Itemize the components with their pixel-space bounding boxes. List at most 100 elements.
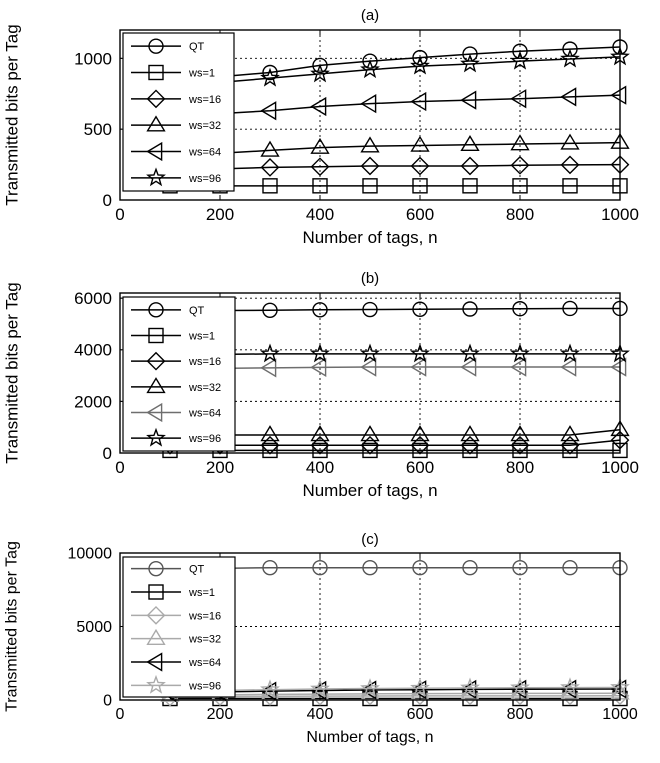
legend-label-ws=64: ws=64 [188, 147, 221, 159]
data-point-ws=96 [460, 53, 480, 73]
series-line-ws=96 [169, 353, 620, 356]
data-point-ws=64 [360, 357, 377, 377]
data-point-ws=32 [260, 140, 280, 157]
data-point-QT [262, 64, 278, 81]
data-point-ws=64 [310, 357, 327, 377]
data-point-ws=96 [410, 55, 430, 75]
x-axis-label: Number of tags, n [306, 729, 433, 746]
data-point-ws=32 [310, 425, 330, 442]
data-point-ws=96 [360, 59, 380, 79]
legend-marker-ws=96 [146, 427, 166, 447]
data-point-ws=64 [360, 94, 377, 114]
y-tick-label: 500 [84, 120, 112, 139]
data-point-ws=96 [260, 343, 280, 363]
x-axis-label: Number of tags, n [302, 481, 437, 500]
data-point-ws=96 [560, 677, 580, 697]
legend-marker-ws=1 [148, 327, 164, 344]
x-tick-label: 800 [507, 706, 534, 723]
data-point-ws=64 [610, 85, 627, 105]
data-point-ws=64 [410, 91, 427, 112]
data-point-ws=64 [510, 89, 527, 109]
legend-label-QT: QT [189, 564, 205, 576]
data-point-QT [412, 49, 428, 66]
data-point-ws=16 [460, 156, 480, 176]
data-point-QT [562, 41, 578, 57]
data-point-ws=64 [410, 357, 427, 377]
data-point-ws=96 [460, 343, 480, 363]
legend-label-ws=1: ws=1 [188, 68, 215, 80]
legend: QT ws=1 ws=16 ws=32 ws=64 ws=96 [122, 32, 235, 192]
x-tick-label: 600 [406, 205, 434, 224]
legend-marker-ws=1 [148, 584, 164, 600]
x-tick-label: 800 [506, 205, 534, 224]
legend-label-ws=1: ws=1 [188, 331, 215, 343]
chart-title: (b) [361, 270, 379, 287]
series-line-ws=96 [169, 686, 621, 692]
legend-marker-ws=32 [146, 377, 166, 394]
y-axis-label: Transmitted bits per Tag [3, 24, 22, 205]
x-tick-label: 0 [115, 458, 124, 477]
legend-label-ws=16: ws=16 [188, 356, 221, 368]
x-tick-label: 1000 [602, 706, 638, 723]
series-line-ws=64 [169, 94, 621, 118]
y-axis-label: Transmitted bits per Tag [4, 541, 21, 712]
legend-label-QT: QT [189, 305, 205, 317]
legend-box [122, 296, 236, 452]
series-line-ws=16 [170, 439, 621, 447]
data-point-ws=1 [512, 442, 528, 459]
data-point-ws=32 [460, 425, 480, 442]
legend-label-ws=32: ws=32 [188, 634, 221, 646]
data-point-QT [412, 301, 428, 317]
x-tick-label: 600 [406, 458, 434, 477]
legend-marker-ws=64 [146, 141, 163, 162]
plot-frame [119, 29, 621, 201]
data-point-ws=16 [560, 155, 580, 175]
data-point-ws=1 [562, 178, 578, 194]
legend-marker-ws=64 [146, 402, 163, 423]
data-point-ws=16 [260, 158, 280, 177]
series-line-QT [169, 307, 620, 312]
data-point-ws=16 [510, 155, 530, 175]
data-point-ws=32 [560, 425, 580, 442]
legend-marker-QT [148, 38, 164, 54]
data-point-ws=64 [310, 96, 327, 117]
data-point-QT [362, 560, 378, 576]
data-point-ws=96 [510, 343, 530, 363]
series-line-QT [169, 46, 621, 85]
data-point-ws=96 [310, 678, 330, 698]
data-point-ws=1 [362, 442, 378, 459]
data-point-ws=96 [460, 677, 480, 697]
data-point-ws=64 [260, 358, 277, 378]
data-point-ws=32 [410, 135, 430, 152]
legend-marker-ws=16 [146, 351, 166, 371]
data-point-ws=32 [410, 425, 430, 442]
chart-title: (c) [361, 531, 379, 548]
data-point-ws=96 [260, 679, 280, 699]
chart-title: (a) [361, 7, 379, 24]
legend-marker-ws=32 [146, 115, 166, 132]
x-tick-label: 400 [306, 205, 334, 224]
y-tick-label: 6000 [74, 289, 112, 308]
data-point-ws=64 [610, 357, 627, 377]
data-point-ws=1 [312, 178, 328, 194]
x-tick-label: 1000 [601, 205, 639, 224]
data-point-QT [312, 302, 328, 318]
legend-marker-ws=16 [146, 605, 166, 625]
series-line-ws=32 [169, 141, 621, 157]
data-point-ws=96 [560, 48, 580, 68]
data-point-ws=1 [262, 442, 278, 459]
data-point-ws=96 [310, 63, 330, 83]
data-point-ws=96 [510, 50, 530, 70]
chart-panel-0: 0 200 400 600 800 1000 0 500 1000 (a) Number of ta… [3, 7, 639, 247]
data-point-ws=1 [312, 442, 328, 459]
y-tick-label: 2000 [74, 392, 112, 411]
data-point-QT [362, 301, 378, 318]
data-point-ws=64 [260, 101, 277, 121]
series-line-QT [169, 566, 620, 570]
data-point-ws=64 [510, 357, 527, 377]
data-point-ws=96 [360, 343, 380, 363]
legend-marker-QT [148, 560, 164, 577]
legend-marker-ws=1 [148, 64, 164, 81]
y-tick-label: 1000 [74, 49, 112, 68]
legend-label-ws=32: ws=32 [188, 120, 221, 132]
